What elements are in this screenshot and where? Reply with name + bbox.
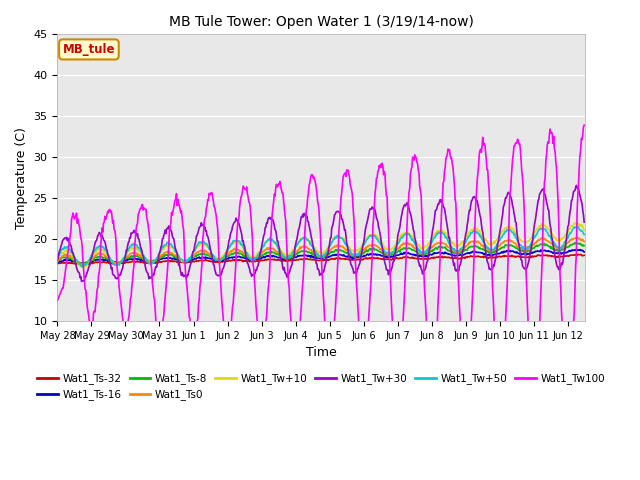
X-axis label: Time: Time [306, 346, 337, 359]
Text: MB_tule: MB_tule [63, 43, 115, 56]
Title: MB Tule Tower: Open Water 1 (3/19/14-now): MB Tule Tower: Open Water 1 (3/19/14-now… [169, 15, 474, 29]
Legend: Wat1_Ts-32, Wat1_Ts-16, Wat1_Ts-8, Wat1_Ts0, Wat1_Tw+10, Wat1_Tw+30, Wat1_Tw+50,: Wat1_Ts-32, Wat1_Ts-16, Wat1_Ts-8, Wat1_… [33, 369, 609, 405]
Y-axis label: Temperature (C): Temperature (C) [15, 127, 28, 228]
